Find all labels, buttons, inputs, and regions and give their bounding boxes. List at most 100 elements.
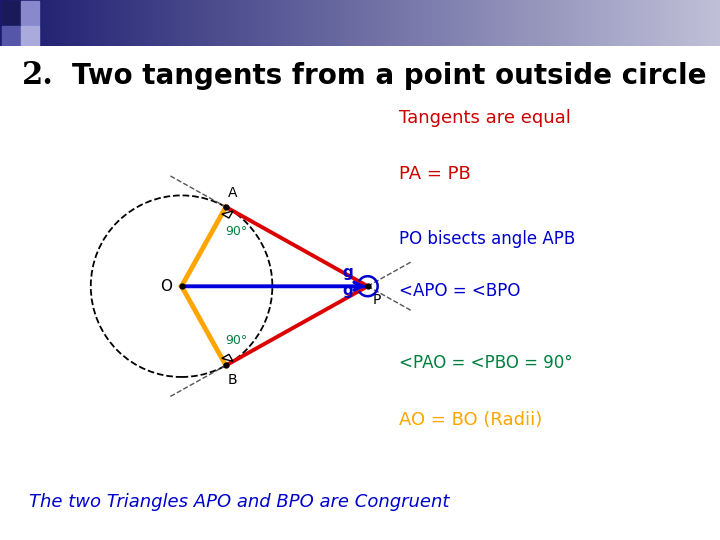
Bar — [227, 0, 230, 46]
Bar — [245, 0, 248, 46]
Bar — [522, 0, 526, 46]
Bar — [587, 0, 590, 46]
Text: 2.: 2. — [22, 60, 53, 91]
Bar — [475, 0, 479, 46]
Bar — [76, 0, 79, 46]
Bar — [662, 0, 666, 46]
Bar — [490, 0, 493, 46]
Bar — [7, 0, 11, 46]
Text: 90°: 90° — [225, 334, 248, 347]
Text: O: O — [161, 279, 173, 294]
Bar — [202, 0, 205, 46]
Bar — [630, 0, 634, 46]
Bar — [457, 0, 461, 46]
Bar — [36, 0, 40, 46]
Bar — [277, 0, 281, 46]
Bar — [454, 0, 457, 46]
Bar — [198, 0, 202, 46]
Bar — [644, 0, 648, 46]
Bar — [378, 0, 382, 46]
Bar — [281, 0, 284, 46]
Bar — [680, 0, 684, 46]
Bar — [104, 0, 108, 46]
Bar — [418, 0, 421, 46]
Bar — [43, 0, 47, 46]
Bar — [353, 0, 356, 46]
Text: B: B — [228, 373, 238, 387]
Bar — [238, 0, 241, 46]
Bar — [140, 0, 144, 46]
Bar — [540, 0, 544, 46]
Bar — [148, 0, 151, 46]
Bar — [22, 0, 25, 46]
Bar — [598, 0, 601, 46]
Text: PA = PB: PA = PB — [399, 165, 470, 183]
Bar — [569, 0, 572, 46]
Bar — [342, 0, 346, 46]
Bar — [259, 0, 263, 46]
Bar — [562, 0, 565, 46]
Bar — [11, 0, 14, 46]
Bar — [212, 0, 216, 46]
Bar — [601, 0, 605, 46]
Bar — [47, 0, 50, 46]
Text: The two Triangles APO and BPO are Congruent: The two Triangles APO and BPO are Congru… — [29, 493, 449, 511]
Bar — [234, 0, 238, 46]
Bar — [14, 0, 18, 46]
Bar — [432, 0, 436, 46]
Bar — [292, 0, 295, 46]
Bar — [421, 0, 425, 46]
Bar — [443, 0, 446, 46]
Bar — [223, 0, 227, 46]
Bar — [173, 0, 176, 46]
Text: P: P — [373, 293, 382, 307]
Bar — [558, 0, 562, 46]
Bar — [263, 0, 266, 46]
Bar — [101, 0, 104, 46]
Bar — [612, 0, 616, 46]
Bar — [666, 0, 670, 46]
Bar — [216, 0, 220, 46]
Bar — [97, 0, 101, 46]
Bar — [205, 0, 209, 46]
Bar — [533, 0, 536, 46]
Bar — [144, 0, 148, 46]
Bar — [623, 0, 626, 46]
Text: AO = BO (Radii): AO = BO (Radii) — [399, 411, 541, 429]
Bar — [436, 0, 439, 46]
Bar — [371, 0, 374, 46]
Bar — [21, 26, 39, 46]
Bar — [518, 0, 522, 46]
Bar — [670, 0, 673, 46]
Bar — [284, 0, 288, 46]
Bar — [241, 0, 245, 46]
Bar — [184, 0, 187, 46]
Bar — [25, 0, 29, 46]
Bar — [576, 0, 580, 46]
Bar — [61, 0, 65, 46]
Bar — [673, 0, 677, 46]
Bar — [248, 0, 252, 46]
Bar — [86, 0, 90, 46]
Text: g: g — [342, 284, 353, 298]
Bar — [590, 0, 594, 46]
Bar — [18, 0, 22, 46]
Bar — [270, 0, 274, 46]
Bar — [382, 0, 385, 46]
Bar — [115, 0, 119, 46]
Bar — [310, 0, 313, 46]
Bar — [320, 0, 324, 46]
Bar — [410, 0, 414, 46]
Bar — [594, 0, 598, 46]
Bar — [83, 0, 86, 46]
Bar — [414, 0, 418, 46]
Bar — [274, 0, 277, 46]
Bar — [72, 0, 76, 46]
Bar — [306, 0, 310, 46]
Bar — [2, 26, 20, 46]
Text: <PAO = <PBO = 90°: <PAO = <PBO = 90° — [399, 354, 572, 372]
Bar — [468, 0, 472, 46]
Bar — [4, 0, 7, 46]
Bar — [403, 0, 407, 46]
Bar — [317, 0, 320, 46]
